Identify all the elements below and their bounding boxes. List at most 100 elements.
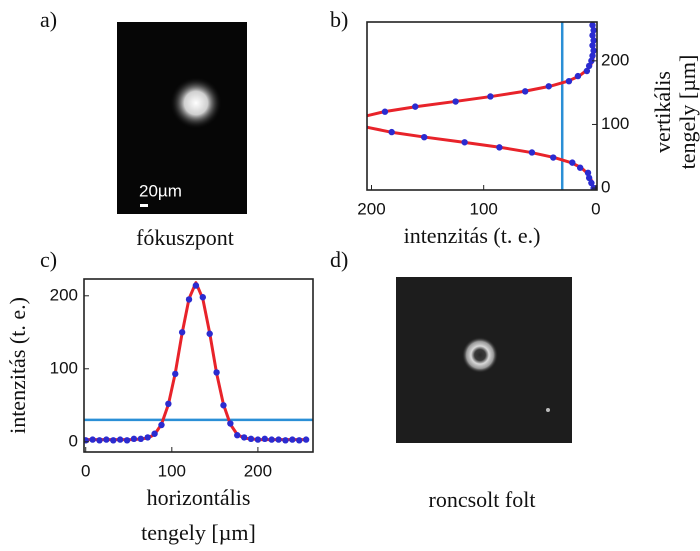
x-tick-label: 200 <box>357 199 385 218</box>
data-point <box>289 436 296 443</box>
data-point <box>545 83 552 90</box>
data-point <box>358 114 364 120</box>
data-point <box>261 435 268 443</box>
data-point <box>137 435 145 443</box>
data-point <box>268 436 275 443</box>
fit-line <box>85 281 307 442</box>
data-point <box>282 437 289 444</box>
x-tick-label: 200 <box>244 461 272 480</box>
data-point <box>254 436 262 443</box>
data-point <box>165 400 172 408</box>
data-point <box>130 435 138 443</box>
data-point <box>584 169 592 177</box>
data-point <box>110 437 117 444</box>
damage-spot <box>458 333 502 377</box>
plot: 200 100 00 100 200 intenzitás (t. e.) vertikál… <box>354 21 700 248</box>
data-point <box>574 72 582 80</box>
axes-frame <box>83 278 314 453</box>
data-point <box>590 184 597 190</box>
data-point <box>381 108 389 115</box>
data-point <box>589 52 596 59</box>
data-point <box>234 432 241 439</box>
panel-label: d) <box>330 247 348 272</box>
data-point <box>296 437 303 444</box>
data-point <box>585 174 593 182</box>
y-tick-label: 200 <box>601 50 629 69</box>
data-point <box>354 119 360 125</box>
data-point <box>590 37 597 44</box>
panel-label: a) <box>40 7 57 32</box>
data-point <box>388 128 395 136</box>
data-point <box>461 139 468 146</box>
speck <box>546 408 550 412</box>
data-point <box>172 370 179 378</box>
data-point <box>240 434 248 441</box>
plot: 0 100 200 0 100 200 horizontális tengely [µm] in… <box>5 278 314 545</box>
y-axis-label: tengely [µm] <box>675 55 700 170</box>
x-tick-label: 0 <box>591 199 600 218</box>
y-axis-label: intenzitás (t. e.) <box>5 297 30 434</box>
data-point <box>185 296 193 303</box>
y-tick-label: 0 <box>601 178 610 197</box>
caption: fókuszpont <box>136 225 234 250</box>
x-axis-label: horizontális <box>147 485 251 510</box>
data-point <box>589 42 596 49</box>
data-point <box>144 434 151 441</box>
data-point <box>588 57 595 65</box>
x-tick-label: 0 <box>81 461 90 480</box>
plot-area <box>84 281 313 444</box>
axes-frame <box>366 21 598 191</box>
focus-spot <box>170 77 222 129</box>
data-point <box>103 436 110 443</box>
data-point <box>151 430 158 437</box>
y-tick-label: 200 <box>50 285 78 304</box>
data-point <box>213 369 220 376</box>
data-point <box>412 103 419 110</box>
x-tick-label: 100 <box>158 461 186 480</box>
data-point <box>178 329 186 336</box>
plot-area <box>354 22 597 190</box>
data-point <box>496 144 503 151</box>
data-point <box>158 421 165 429</box>
data-point <box>302 436 310 443</box>
data-point <box>421 133 428 141</box>
y-tick-label: 100 <box>50 358 78 377</box>
data-point <box>589 32 596 39</box>
data-point <box>247 435 255 443</box>
y-tick-label: 0 <box>69 431 78 450</box>
caption: roncsolt folt <box>429 487 536 512</box>
data-point <box>452 98 459 105</box>
data-point <box>123 437 131 444</box>
data-point <box>569 159 576 166</box>
data-point <box>220 402 227 409</box>
x-tick-label: 100 <box>469 199 497 218</box>
panel-label: c) <box>40 247 57 272</box>
data-point <box>275 436 282 443</box>
scale-label: 20µm <box>139 181 182 200</box>
x-axis-label: tengely [µm] <box>141 520 256 545</box>
data-point <box>96 437 103 444</box>
y-axis-label: vertikális <box>650 71 675 153</box>
data-point <box>199 294 207 301</box>
data-point <box>589 22 596 29</box>
panel-label: b) <box>330 7 348 32</box>
data-point <box>576 164 584 171</box>
data-point <box>116 436 124 443</box>
data-point <box>206 330 213 337</box>
data-point <box>583 67 591 75</box>
data-point <box>565 77 573 85</box>
data-point <box>227 420 234 427</box>
x-axis-label: intenzitás (t. e.) <box>404 223 541 248</box>
data-point <box>585 62 593 70</box>
data-point <box>590 27 597 34</box>
y-tick-label: 100 <box>601 114 629 133</box>
data-point <box>192 282 200 289</box>
data-point <box>590 47 597 54</box>
data-point <box>588 179 595 187</box>
data-point <box>487 93 494 100</box>
data-point <box>550 154 557 161</box>
data-point <box>528 149 536 156</box>
